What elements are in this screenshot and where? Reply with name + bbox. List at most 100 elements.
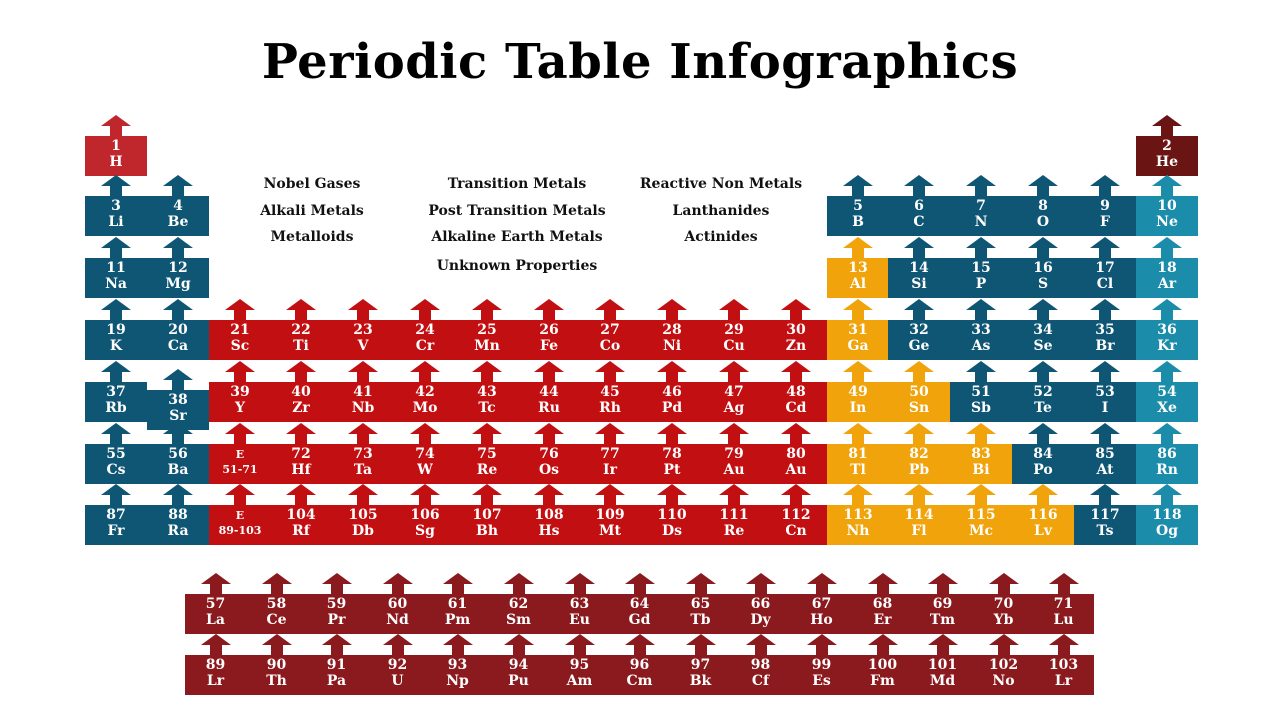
up-arrow-icon [286,361,316,382]
element-number: 57 [205,596,226,612]
up-arrow-icon [564,573,595,594]
element-symbol: Po [1033,462,1053,478]
element-symbol: Au [723,462,745,478]
element-symbol: N [974,214,988,230]
element-number: 6 [914,198,924,214]
lanthanide-cell: 71 Lu [1033,573,1094,634]
element-number: 51 [971,384,991,400]
element-cell: 30 Zn [765,299,827,360]
element-symbol: Xe [1157,400,1177,416]
element-cell: 85 At [1074,423,1136,484]
element-cell: 26 Fe [518,299,580,360]
up-arrow-icon [1028,299,1058,320]
element-cell: 79 Au [703,423,765,484]
element-symbol: Fl [911,523,927,539]
element-symbol: Pt [663,462,681,478]
up-arrow-icon [1090,175,1120,196]
page-title: Periodic Table Infographics [261,34,1019,90]
element-number: 68 [872,596,893,612]
element-cell: 80 Au [765,423,827,484]
up-arrow-icon [472,299,502,320]
element-number: 50 [909,384,929,400]
element-cell: 74 W [394,423,456,484]
element-number: 86 [1157,446,1177,462]
up-arrow-icon [1152,423,1182,444]
element-number: 88 [168,507,188,523]
element-cell: 28 Ni [641,299,703,360]
element-cell: 87 Fr [85,484,147,545]
element-symbol: Ni [662,338,682,354]
up-arrow-icon [867,634,898,655]
element-symbol: Lu [1053,612,1074,628]
element-number: 20 [168,322,188,338]
up-arrow-icon [719,484,749,505]
up-arrow-icon [966,237,996,258]
element-cell: 17 Cl [1074,237,1136,298]
element-cell: 38 Sr [147,369,209,430]
up-arrow-icon [1028,423,1058,444]
element-number: 104 [286,507,316,523]
element-symbol: Ru [538,400,560,416]
element-number: 109 [595,507,625,523]
element-symbol: Pa [326,673,347,689]
lanthanide-cell: 69 Tm [912,573,973,634]
element-cell: 4 Be [147,175,209,236]
element-number: 65 [690,596,711,612]
up-arrow-icon [472,361,502,382]
element-cell: 108 Hs [518,484,580,545]
element-symbol: Al [849,276,867,292]
element-symbol: P [975,276,987,292]
element-cell: 53 I [1074,361,1136,422]
element-symbol: Th [266,673,287,689]
actinide-cell: 94 Pu [488,634,549,695]
up-arrow-icon [843,484,873,505]
element-number: 44 [539,384,559,400]
element-symbol: 89-103 [218,524,262,537]
up-arrow-icon [927,634,958,655]
element-symbol: Cu [723,338,745,354]
element-symbol: Tl [850,462,866,478]
element-number: 72 [291,446,311,462]
element-symbol: H [109,154,123,170]
up-arrow-icon [101,423,131,444]
element-symbol: Hs [538,523,560,539]
lanthanide-cell: 64 Gd [609,573,670,634]
element-number: 11 [106,260,126,276]
element-symbol: As [971,338,991,354]
element-cell: 76 Os [518,423,580,484]
element-number: 77 [600,446,620,462]
lanthanide-cell: 66 Dy [730,573,791,634]
element-number: 4 [173,198,183,214]
element-cell: 105 Db [332,484,394,545]
element-cell: 39 Y [209,361,271,422]
element-cell: 118 Og [1136,484,1198,545]
legend-label: Transition Metals [447,176,587,192]
element-symbol: Pu [508,673,529,689]
element-cell: 3 Li [85,175,147,236]
up-arrow-icon [382,634,413,655]
element-number: 40 [291,384,311,400]
element-symbol: Sg [415,523,435,539]
element-symbol: Ba [167,462,189,478]
element-number: 117 [1090,507,1120,523]
element-symbol: Ag [723,400,745,416]
element-cell: 72 Hf [270,423,332,484]
element-number: 118 [1152,507,1182,523]
element-number: 106 [410,507,440,523]
element-cell: 43 Tc [456,361,518,422]
element-symbol: Mn [474,338,500,354]
element-symbol: S [1037,276,1049,292]
element-symbol: Og [1156,523,1178,539]
element-cell: 84 Po [1012,423,1074,484]
element-number: 96 [629,657,650,673]
element-symbol: Si [911,276,927,292]
up-arrow-icon [843,423,873,444]
up-arrow-icon [225,361,255,382]
element-symbol: Nb [351,400,375,416]
element-symbol: Cf [751,673,770,689]
element-number: 70 [993,596,1014,612]
element-number: 73 [353,446,373,462]
element-number: 67 [811,596,832,612]
element-cell: 112 Cn [765,484,827,545]
up-arrow-icon [442,634,473,655]
